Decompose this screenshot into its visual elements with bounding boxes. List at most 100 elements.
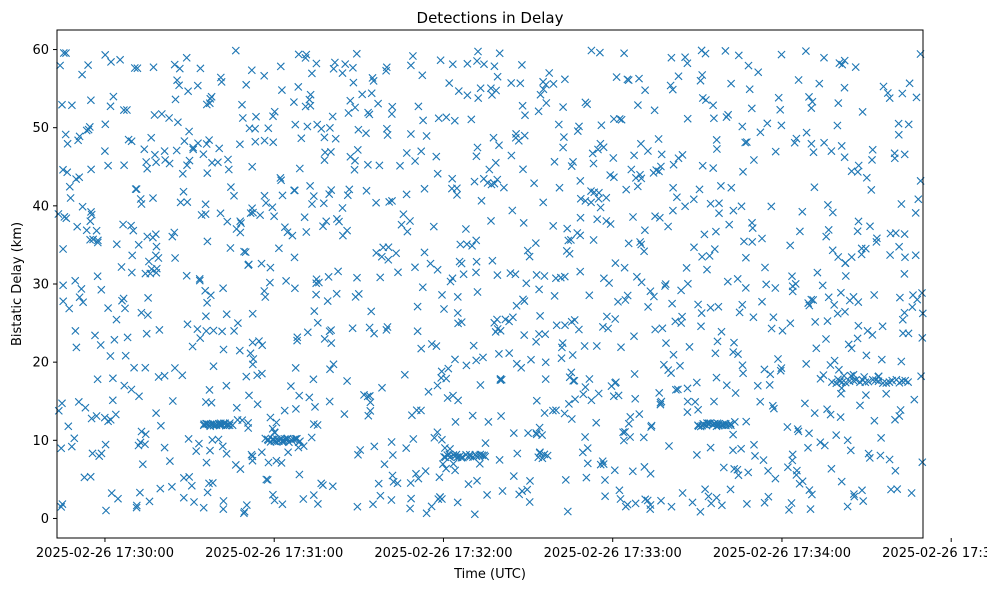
data-point (444, 364, 453, 373)
data-point (178, 169, 187, 178)
data-point (515, 490, 524, 499)
data-point (453, 292, 462, 301)
data-point (456, 240, 465, 249)
data-point (295, 164, 304, 173)
data-point (87, 207, 95, 216)
data-point (554, 120, 563, 129)
data-point (384, 255, 393, 264)
data-point (844, 340, 853, 349)
data-point (75, 293, 84, 302)
data-point (508, 206, 517, 215)
data-point (116, 55, 125, 64)
data-point (610, 466, 619, 475)
data-point (841, 259, 850, 268)
data-point (232, 403, 241, 412)
data-point (195, 274, 204, 283)
data-point (87, 165, 96, 174)
data-point (658, 324, 667, 333)
data-point (135, 488, 144, 497)
data-point (122, 106, 131, 114)
data-point (667, 53, 676, 62)
data-point (382, 66, 391, 75)
data-point (678, 312, 687, 321)
data-point (276, 173, 285, 182)
data-point (461, 225, 470, 233)
data-point (601, 476, 609, 484)
data-point (173, 76, 182, 85)
data-point (525, 252, 534, 261)
data-point (422, 132, 431, 140)
data-point (532, 396, 541, 405)
data-point (93, 272, 102, 281)
data-point (411, 263, 419, 272)
data-point (562, 246, 571, 255)
data-point (886, 229, 895, 238)
data-point (683, 279, 692, 288)
data-point (370, 442, 379, 451)
x-tick-label: 2025-02-26 17:33:00 (544, 546, 682, 561)
data-point (472, 356, 481, 365)
data-point (689, 195, 698, 204)
data-point (578, 448, 587, 457)
data-point (836, 288, 845, 297)
data-point (303, 328, 312, 337)
data-point (418, 71, 427, 80)
data-point (248, 309, 257, 318)
data-point (140, 145, 149, 154)
data-point (518, 101, 527, 110)
data-point (399, 210, 408, 219)
data-point (190, 498, 198, 506)
data-point (472, 268, 480, 277)
data-point (668, 206, 677, 215)
data-point (570, 376, 579, 385)
data-point (479, 353, 487, 362)
data-point (312, 275, 321, 284)
data-point (202, 100, 211, 109)
data-point (539, 198, 548, 207)
data-point (587, 396, 596, 405)
data-point (464, 480, 473, 489)
data-point (245, 124, 254, 133)
data-point (446, 277, 455, 286)
data-point (706, 199, 715, 208)
data-point (328, 112, 337, 121)
data-point (541, 375, 550, 384)
data-point (767, 324, 776, 333)
data-point (894, 130, 903, 139)
data-point (791, 279, 800, 288)
data-point (532, 429, 541, 437)
data-point (748, 237, 757, 246)
data-point (804, 443, 812, 452)
data-point (742, 417, 751, 426)
data-point (635, 410, 644, 419)
data-point (760, 498, 769, 507)
data-point (788, 450, 797, 459)
data-point (421, 467, 430, 476)
data-point (836, 413, 845, 422)
data-point (197, 211, 206, 219)
data-point (879, 82, 888, 91)
data-point (468, 241, 477, 250)
data-point (216, 209, 225, 218)
data-point (252, 112, 260, 121)
data-point (387, 110, 396, 118)
data-point (289, 435, 298, 444)
data-point (849, 376, 858, 385)
data-point (290, 186, 299, 195)
data-point (877, 355, 886, 364)
data-point (179, 187, 188, 196)
data-point (826, 410, 835, 419)
data-point (354, 450, 362, 459)
data-point (406, 504, 415, 513)
data-point (630, 151, 639, 160)
data-point (257, 259, 266, 268)
data-point (309, 192, 318, 201)
data-point (676, 361, 684, 370)
data-point (233, 319, 242, 328)
data-point (237, 219, 245, 228)
data-point (457, 259, 466, 268)
data-point (763, 119, 772, 128)
data-point (72, 343, 81, 352)
data-point (238, 114, 247, 122)
data-point (711, 227, 720, 236)
